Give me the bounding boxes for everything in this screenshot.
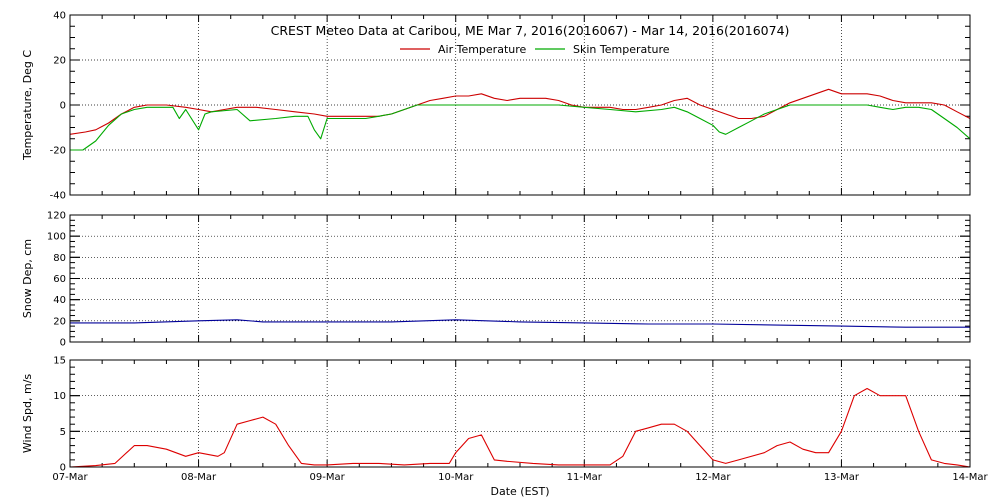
chart-title: CREST Meteo Data at Caribou, ME Mar 7, 2… [271, 23, 790, 38]
wind-speed-ytick-label: 0 [60, 463, 66, 474]
wind-speed-ytick-label: 10 [53, 391, 66, 402]
x-tick-label: 14-Mar [952, 472, 988, 483]
wind-speed-y-axis-label: Wind Spd, m/s [21, 374, 34, 454]
legend-label-0: Air Temperature [438, 43, 527, 56]
temperature-series-line-0 [69, 88, 971, 135]
snow-depth-ytick-label: 20 [53, 316, 66, 327]
snow-depth-panel: 0 20 40 60 80 100 120 Snow Dep, cm [21, 211, 971, 349]
legend-label-1: Skin Temperature [573, 43, 670, 56]
temperature-ytick-label: -40 [50, 191, 66, 202]
snow-depth-ytick-label: 40 [53, 295, 66, 306]
snow-depth-ytick-label: 120 [47, 211, 66, 222]
temperature-series-line-1 [70, 104, 971, 151]
x-tick-label: 09-Mar [310, 472, 346, 483]
snow-depth-series-line-0 [70, 319, 970, 328]
x-tick-label: 10-Mar [438, 472, 474, 483]
temperature-ytick-label: 20 [53, 56, 66, 67]
snow-depth-ytick-label: 80 [53, 253, 66, 264]
x-tick-label: 07-Mar [52, 472, 88, 483]
snow-depth-panel-frame [69, 214, 971, 343]
chart-panels: -40 -20 0 20 40 Temperature, Deg C Air Tempera… [21, 11, 988, 484]
legend: Air Temperature Skin Temperature [400, 43, 670, 56]
snow-depth-ytick-label: 100 [47, 232, 66, 243]
wind-speed-panel-frame [69, 359, 971, 468]
wind-speed-ytick-label: 15 [53, 356, 66, 367]
x-tick-label: 08-Mar [181, 472, 217, 483]
snow-depth-ytick-label: 0 [60, 338, 66, 349]
temperature-ytick-label: 0 [60, 101, 66, 112]
temperature-ytick-label: -20 [50, 146, 66, 157]
temperature-panel-frame [69, 14, 971, 196]
x-tick-label: 11-Mar [567, 472, 603, 483]
wind-speed-series-line-0 [69, 387, 971, 468]
x-axis-label: Date (EST) [490, 485, 549, 498]
snow-depth-ytick-label: 60 [53, 274, 66, 285]
snow-depth-y-axis-label: Snow Dep, cm [21, 239, 34, 318]
x-tick-label: 12-Mar [695, 472, 731, 483]
temperature-panel: -40 -20 0 20 40 Temperature, Deg C Air Tempera… [21, 11, 971, 202]
wind-speed-panel: 0 5 10 15 Wind Spd, m/s [21, 356, 971, 474]
temperature-y-axis-label: Temperature, Deg C [21, 50, 34, 161]
wind-speed-ytick-label: 5 [60, 427, 66, 438]
x-tick-label: 13-Mar [824, 472, 860, 483]
temperature-ytick-label: 40 [53, 11, 66, 22]
